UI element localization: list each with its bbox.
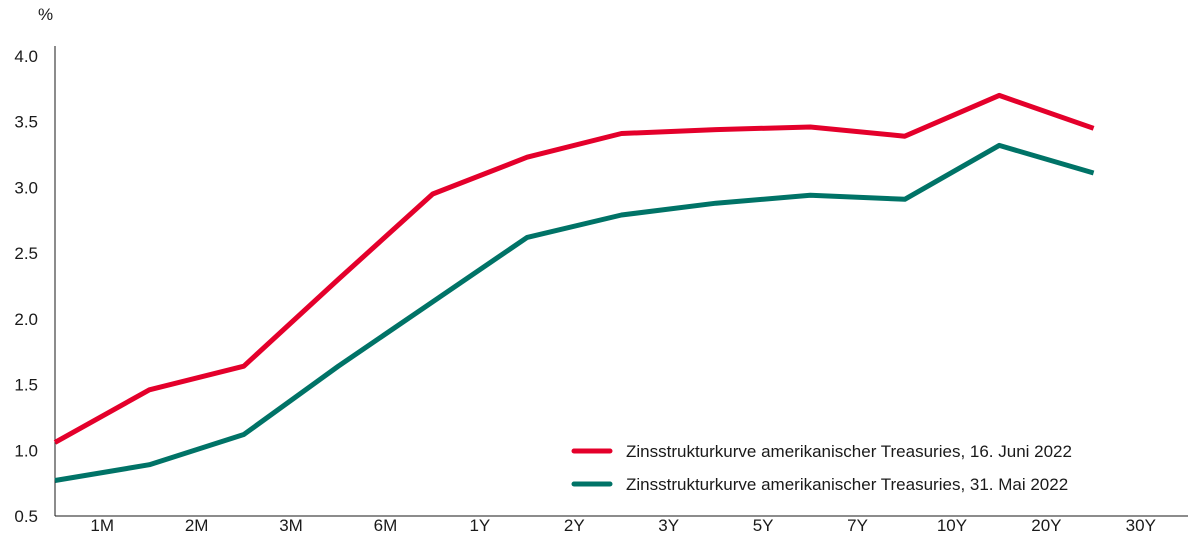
x-tick-label: 30Y: [1126, 516, 1156, 535]
series-line-1: [53, 92, 1095, 445]
x-tick-label: 3M: [279, 516, 303, 535]
series-lines: [53, 92, 1095, 483]
x-tick-label: 6M: [374, 516, 398, 535]
y-tick-label: 2.0: [14, 310, 38, 329]
y-tick-label: 3.5: [14, 113, 38, 132]
y-tick-label: 1.5: [14, 376, 38, 395]
x-tick-label: 7Y: [847, 516, 868, 535]
y-axis-tick-labels: 0.5 1.0 1.5 2.0 2.5 3.0 3.5 4.0: [14, 47, 38, 526]
x-tick-label: 3Y: [658, 516, 679, 535]
legend: Zinsstrukturkurve amerikanischer Treasur…: [571, 442, 1072, 494]
x-tick-label: 10Y: [937, 516, 967, 535]
y-tick-label: 3.0: [14, 178, 38, 197]
x-tick-label: 1M: [90, 516, 114, 535]
legend-label: Zinsstrukturkurve amerikanischer Treasur…: [626, 475, 1068, 494]
legend-label: Zinsstrukturkurve amerikanischer Treasur…: [626, 442, 1072, 461]
x-tick-label: 2Y: [564, 516, 585, 535]
y-tick-label: 0.5: [14, 507, 38, 526]
y-tick-label: 4.0: [14, 47, 38, 66]
y-axis-unit-label: %: [38, 5, 53, 24]
x-tick-label: 20Y: [1031, 516, 1061, 535]
x-axis-tick-labels: 1M 2M 3M 6M 1Y 2Y 3Y 5Y 7Y 10Y 20Y 30Y: [90, 516, 1156, 535]
y-tick-label: 1.0: [14, 441, 38, 460]
x-tick-label: 1Y: [469, 516, 490, 535]
x-tick-label: 5Y: [753, 516, 774, 535]
x-tick-label: 2M: [185, 516, 209, 535]
y-tick-label: 2.5: [14, 244, 38, 263]
series-line-2: [54, 142, 1095, 483]
